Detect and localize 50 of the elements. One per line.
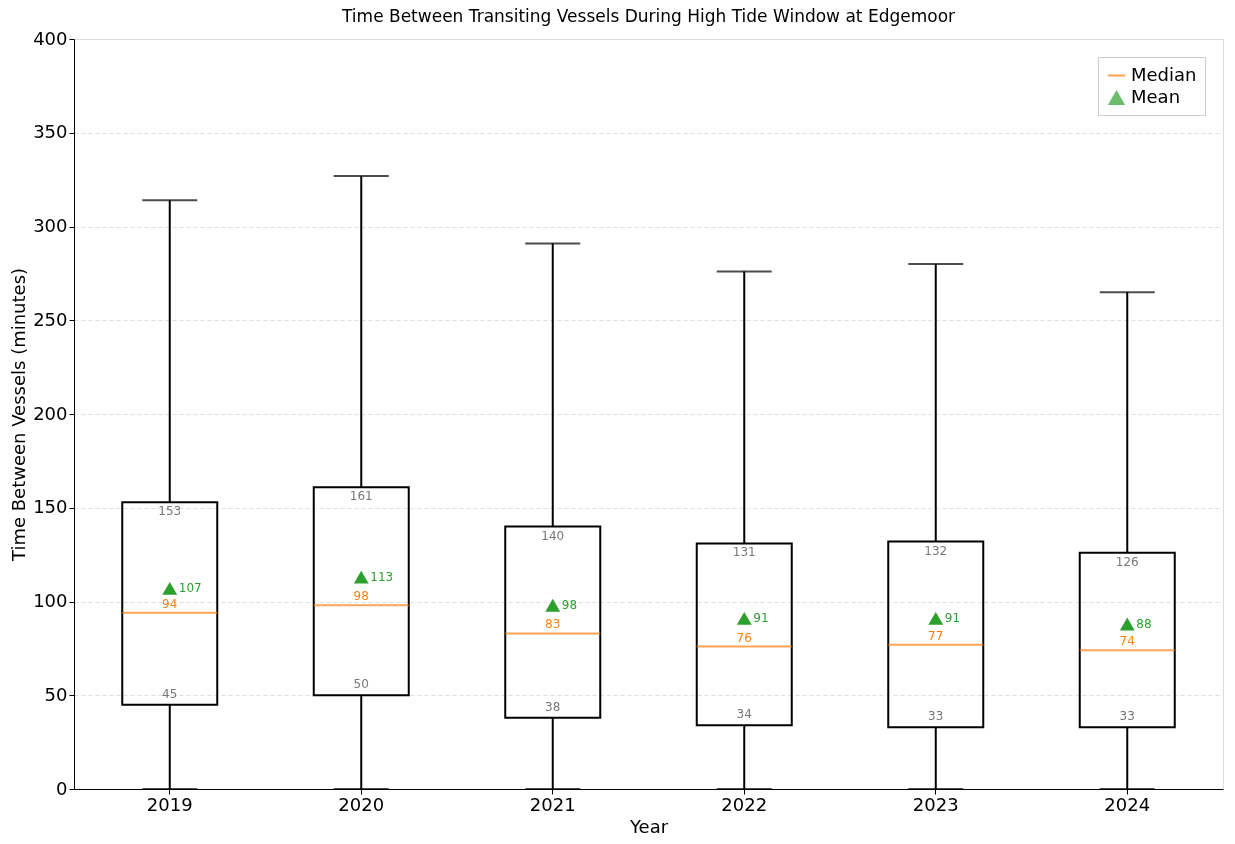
x-axis-title: Year — [628, 815, 669, 837]
annotation: 88 — [1136, 617, 1152, 631]
annotation: 113 — [370, 570, 394, 585]
annotation: 45 — [162, 686, 178, 701]
y-tick-label: 400 — [33, 27, 68, 49]
annotation: 126 — [1115, 554, 1139, 569]
annotation: 76 — [736, 630, 752, 645]
annotation: 91 — [753, 611, 769, 626]
chart-title: Time Between Transiting Vessels During High Tide Window at Edgemoor — [340, 6, 956, 26]
annotation: 98 — [353, 589, 369, 604]
x-tick-label: 2023 — [912, 793, 959, 815]
point — [162, 581, 178, 595]
x-tick-label: 2022 — [721, 793, 768, 815]
x-tick-label: 2024 — [1104, 793, 1151, 815]
annotation: 132 — [924, 543, 948, 558]
legend-label: Median — [1131, 63, 1197, 85]
y-axis-title: Time Between Vessels (minutes) — [8, 267, 30, 563]
y-tick-label: 300 — [33, 215, 68, 236]
annotation: 94 — [162, 596, 178, 611]
annotation: 34 — [736, 707, 752, 722]
annotation: 74 — [1119, 634, 1135, 649]
annotation: 91 — [944, 611, 961, 626]
y-tick-label: 0 — [56, 777, 68, 799]
x-tick-label: 2019 — [146, 793, 193, 815]
annotation: 98 — [561, 598, 578, 613]
point — [545, 598, 561, 612]
annotation: 50 — [353, 677, 369, 692]
annotation: 107 — [178, 581, 202, 596]
annotation: 33 — [1119, 709, 1135, 724]
annotation: 77 — [928, 628, 944, 643]
x-tick-label: 2020 — [338, 793, 385, 815]
point — [928, 611, 944, 625]
y-tick-label: 100 — [33, 590, 68, 611]
annotation: 153 — [158, 504, 182, 519]
point — [1119, 617, 1135, 631]
annotation: 131 — [732, 545, 756, 560]
annotation: 161 — [349, 489, 373, 504]
y-tick-label: 50 — [44, 683, 68, 705]
x-tick-label: 2021 — [529, 793, 576, 815]
y-tick-label: 250 — [33, 308, 68, 330]
point — [736, 611, 752, 625]
annotation: 38 — [545, 699, 561, 714]
y-tick-label: 150 — [33, 496, 68, 518]
y-tick-label: 350 — [33, 121, 68, 143]
point — [353, 570, 369, 584]
legend-label: Mean — [1131, 85, 1181, 107]
annotation: 33 — [928, 709, 944, 724]
y-tick-label: 200 — [33, 402, 68, 424]
annotation: 140 — [541, 528, 565, 543]
annotation: 83 — [545, 617, 561, 632]
